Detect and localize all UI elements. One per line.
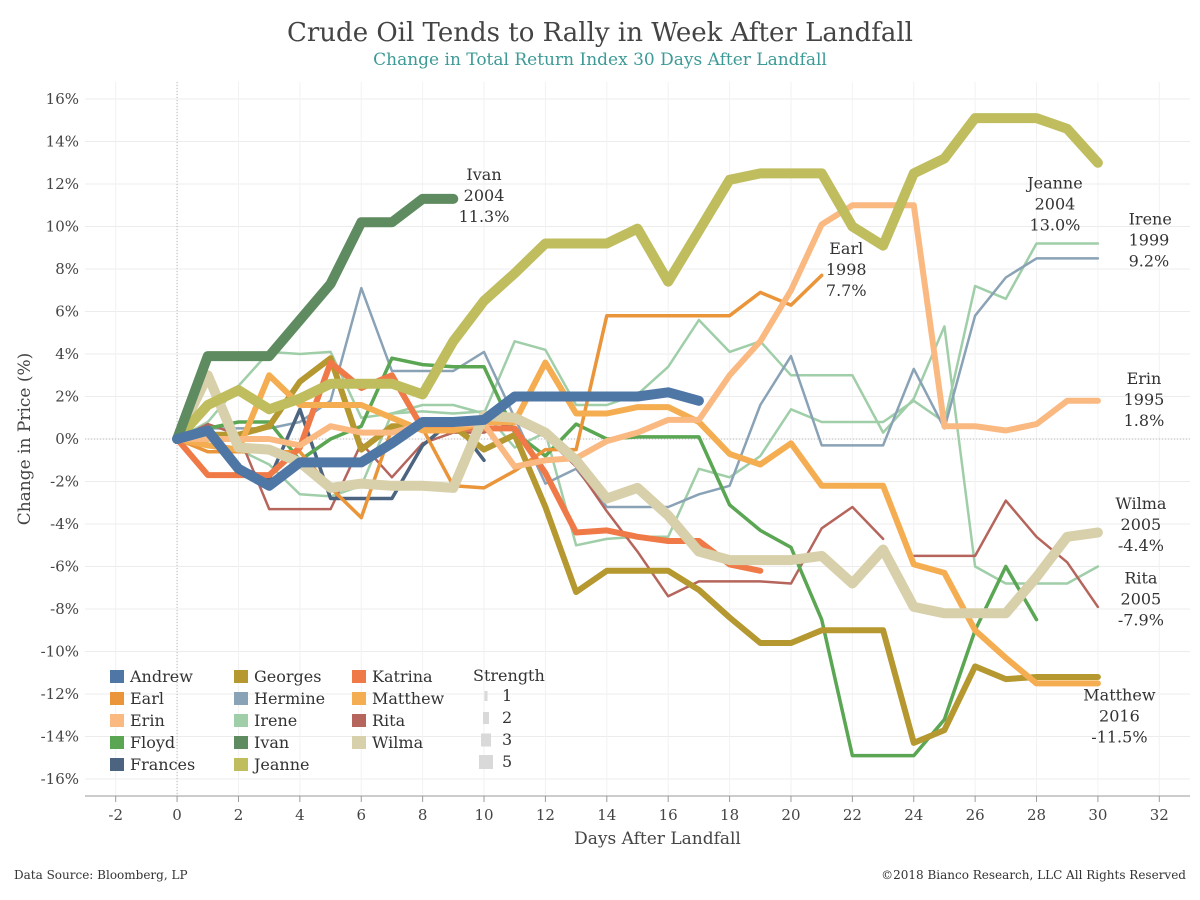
x-tick-label: 6 (356, 806, 366, 824)
strength-legend-title: Strength (473, 666, 545, 685)
legend-label: Irene (254, 711, 297, 730)
series-line-wilma (172, 370, 1103, 619)
y-tick-label: -16% (41, 770, 79, 788)
legend-label: Jeanne (252, 755, 310, 774)
y-tick-label: 14% (46, 133, 79, 151)
annotation-wilma: Wilma 2005 -4.4% (1115, 494, 1167, 555)
legend-label: Andrew (129, 667, 193, 686)
annotation-rita: Rita 2005 -7.9% (1118, 569, 1164, 630)
x-tick-label: 4 (295, 806, 305, 824)
series-line-jeanne (172, 113, 1103, 444)
legend: Andrew Earl Erin Floyd Frances Georges Hermine… (110, 666, 545, 774)
strength-label: 3 (502, 730, 512, 749)
annotation-erin: Erin 1995 1.8% (1124, 369, 1165, 430)
strength-label: 5 (502, 752, 512, 771)
x-tick-label: 32 (1150, 806, 1169, 824)
x-tick-label: 16 (659, 806, 678, 824)
chart-subtitle: Change in Total Return Index 30 Days Aft… (373, 50, 827, 70)
legend-label: Hermine (254, 689, 325, 708)
series-line-georges (174, 355, 1101, 746)
y-axis-title: Change in Price (%) (15, 353, 35, 526)
y-tick-label: -14% (41, 728, 79, 746)
x-tick-label: 0 (172, 806, 182, 824)
strength-swatch (483, 712, 489, 724)
data-source-note: Data Source: Bloomberg, LP (14, 868, 188, 882)
legend-label: Wilma (372, 733, 424, 752)
annotation-earl: Earl 1998 7.7% (826, 239, 867, 300)
y-tick-label: 10% (46, 218, 79, 236)
legend-swatch (352, 692, 366, 705)
x-tick-label: 14 (597, 806, 616, 824)
legend-swatch (110, 758, 124, 771)
legend-swatch (352, 736, 366, 749)
legend-swatch (352, 714, 366, 727)
y-tick-label: 16% (46, 90, 79, 108)
series-line-erin (174, 202, 1101, 470)
x-tick-label: 30 (1088, 806, 1107, 824)
legend-swatch (110, 670, 124, 683)
y-tick-label: 4% (55, 345, 79, 363)
x-tick-label: 12 (536, 806, 555, 824)
legend-swatch (234, 736, 248, 749)
x-tick-label: -2 (108, 806, 123, 824)
strength-label: 1 (502, 686, 512, 705)
legend-swatch (352, 670, 366, 683)
x-tick-label: 2 (234, 806, 244, 824)
annotation-irene: Irene 1999 9.2% (1129, 209, 1172, 270)
y-tick-label: -12% (41, 685, 79, 703)
legend-swatch (234, 670, 248, 683)
y-tick-label: 8% (55, 260, 79, 278)
annotation-matthew: Matthew 2016 -11.5% (1083, 685, 1156, 746)
series-line-ivan (172, 193, 459, 444)
axes: 16% 14% 12% 10% 8% 6% 4% 2% 0% -2% -4% -6% -8% -10% -1… (15, 90, 1190, 849)
legend-label: Floyd (130, 733, 175, 752)
x-tick-label: 18 (720, 806, 739, 824)
legend-label: Earl (130, 689, 164, 708)
x-tick-label: 10 (474, 806, 493, 824)
x-tick-label: 22 (843, 806, 862, 824)
strength-label: 2 (502, 708, 512, 727)
x-tick-label: 28 (1027, 806, 1046, 824)
y-tick-label: 6% (55, 303, 79, 321)
y-tick-label: -4% (50, 515, 79, 533)
chart-title: Crude Oil Tends to Rally in Week After L… (286, 18, 913, 48)
strength-swatch (479, 755, 493, 769)
legend-swatch (110, 692, 124, 705)
x-tick-label: 20 (781, 806, 800, 824)
legend-swatch (234, 714, 248, 727)
series-lines (172, 113, 1103, 758)
strength-swatch (481, 733, 491, 747)
series-line-andrew (172, 387, 704, 491)
legend-label: Ivan (254, 733, 289, 752)
legend-swatch (234, 758, 248, 771)
y-tick-label: -6% (50, 558, 79, 576)
x-tick-label: 26 (966, 806, 985, 824)
annotations: Ivan 2004 11.3% Earl 1998 7.7% Jeanne 2004 13.0%… (459, 165, 1172, 747)
annotation-jeanne: Jeanne 2004 13.0% (1025, 173, 1083, 234)
x-axis-title: Days After Landfall (574, 829, 741, 849)
legend-label: Frances (130, 755, 195, 774)
y-tick-label: -2% (50, 473, 79, 491)
legend-swatch (110, 736, 124, 749)
copyright-note: ©2018 Bianco Research, LLC All Rights Re… (881, 868, 1186, 882)
legend-label: Katrina (372, 667, 433, 686)
x-tick-label: 24 (904, 806, 923, 824)
series-line-matthew (174, 359, 1101, 687)
y-tick-label: -8% (50, 600, 79, 618)
legend-label: Erin (130, 711, 165, 730)
y-tick-label: -10% (41, 643, 79, 661)
y-tick-label: 0% (55, 430, 79, 448)
legend-swatch (110, 714, 124, 727)
legend-swatch (234, 692, 248, 705)
series-line-rita-end (912, 499, 1100, 609)
legend-label: Rita (372, 711, 406, 730)
x-tick-label: 8 (418, 806, 428, 824)
legend-label: Georges (254, 667, 321, 686)
legend-label: Matthew (372, 689, 445, 708)
annotation-ivan: Ivan 2004 11.3% (459, 165, 510, 226)
strength-swatch (484, 691, 488, 701)
y-tick-label: 12% (46, 175, 79, 193)
y-tick-label: 2% (55, 388, 79, 406)
